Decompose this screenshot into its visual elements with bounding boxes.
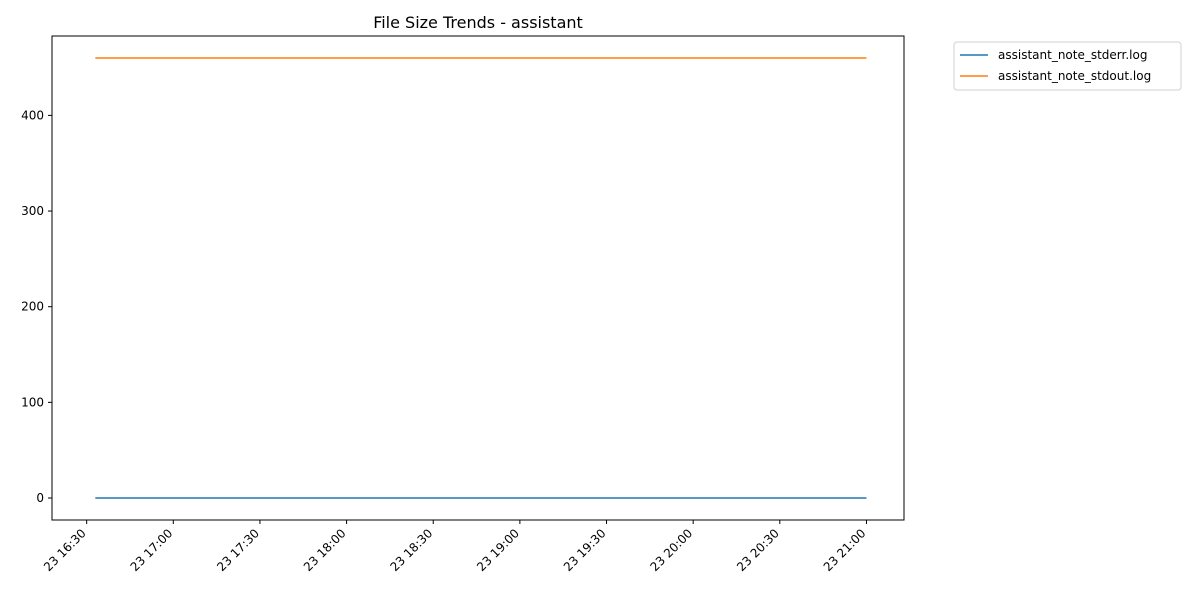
plot-frame [51,35,905,521]
y-tick-label: 400 [21,108,44,122]
x-tick-label: 23 20:00 [647,526,695,574]
y-tick-label: 300 [21,204,44,218]
legend-label-1: assistant_note_stdout.log [998,69,1151,83]
legend-label-0: assistant_note_stderr.log [998,48,1147,62]
legend: assistant_note_stderr.log assistant_note_… [953,41,1182,91]
x-tick-label: 23 21:00 [821,526,869,574]
y-tick-label: 100 [21,395,44,409]
legend-box [953,41,1182,91]
y-tick-label: 0 [36,491,44,505]
x-tick-label: 23 18:00 [301,526,349,574]
x-tick-label: 23 20:30 [734,526,782,574]
x-tick-label: 23 18:30 [388,526,436,574]
x-tick-label: 23 19:30 [561,526,609,574]
x-tick-label: 23 17:30 [214,526,262,574]
x-tick-label: 23 17:00 [128,526,176,574]
chart-title: File Size Trends - assistant [373,13,583,32]
x-tick-label: 23 16:30 [41,526,89,574]
plot-area: 23 16:30 23 17:00 23 17:30 23 18:00 23 18:30… [21,35,905,574]
x-tick-label: 23 19:00 [474,526,522,574]
y-tick-label: 200 [21,300,44,314]
